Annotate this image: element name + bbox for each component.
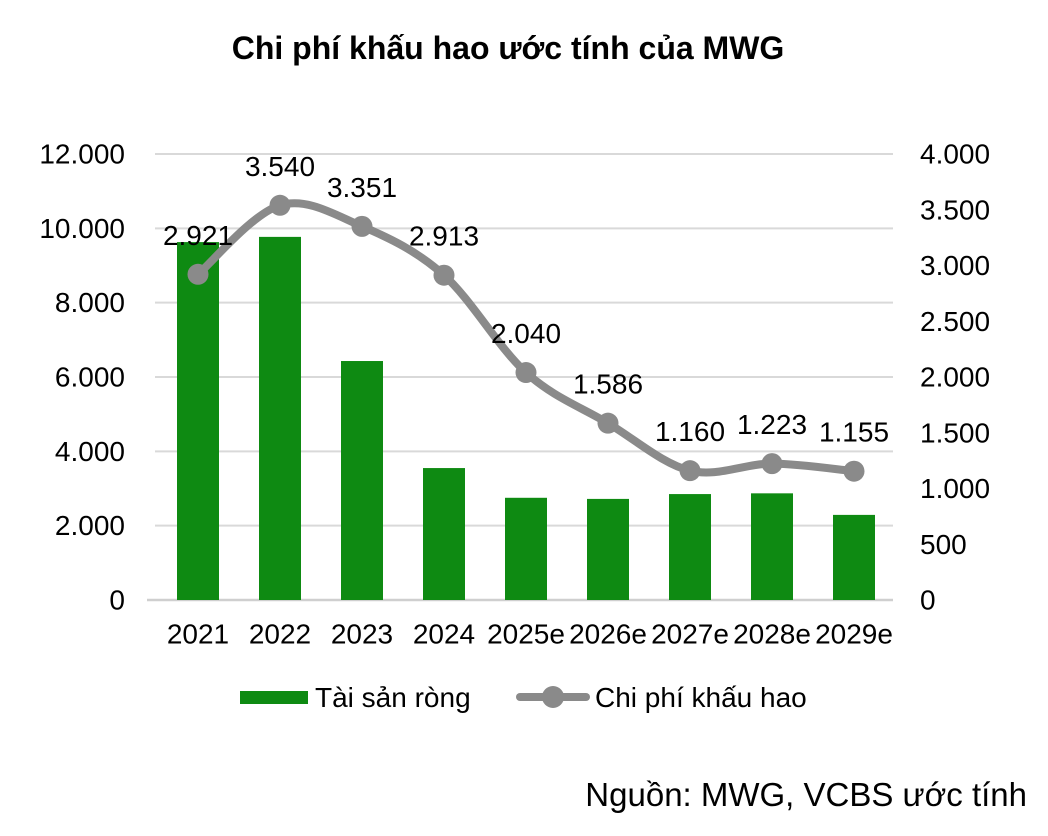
right-axis-tick-label: 2.000 xyxy=(920,362,990,393)
right-axis-tick-label: 1.500 xyxy=(920,417,990,448)
legend-line-marker-icon xyxy=(542,686,564,708)
bar-2021 xyxy=(177,242,219,600)
line-point-2023 xyxy=(351,215,373,237)
line-point-2022 xyxy=(269,194,291,216)
x-axis-label: 2025e xyxy=(487,619,565,650)
right-axis-tick-label: 3.500 xyxy=(920,194,990,225)
data-labels-group: 2.921 3.540 3.351 2.913 2.040 1.586 1.160 1.223… xyxy=(163,151,889,448)
right-axis-tick-label: 2.500 xyxy=(920,306,990,337)
data-label-2023: 3.351 xyxy=(327,172,397,203)
data-label-2025e: 2.040 xyxy=(491,318,561,349)
legend-label-net-assets: Tài sản ròng xyxy=(315,682,471,713)
bar-2022 xyxy=(259,236,301,601)
line-point-2028e xyxy=(761,453,783,475)
bar-2024 xyxy=(423,468,465,600)
line-point-2021 xyxy=(187,263,209,285)
legend-label-depreciation: Chi phí khấu hao xyxy=(595,682,807,713)
bar-2029e xyxy=(833,514,875,600)
data-label-2024: 2.913 xyxy=(409,221,479,252)
data-label-2029e: 1.155 xyxy=(819,417,889,448)
line-group xyxy=(187,194,865,482)
bar-2025e xyxy=(505,497,547,600)
right-axis-tick-label: 0 xyxy=(920,585,936,616)
left-axis-tick-label: 10.000 xyxy=(39,213,125,244)
line-point-2026e xyxy=(597,412,619,434)
right-axis-tick-label: 1.000 xyxy=(920,473,990,504)
x-axis-label: 2028e xyxy=(733,619,811,650)
source-note: Nguồn: MWG, VCBS ước tính xyxy=(585,776,1027,813)
x-axis-label: 2021 xyxy=(167,619,229,650)
data-label-2022: 3.540 xyxy=(245,151,315,182)
line-point-2024 xyxy=(433,264,455,286)
data-label-2021: 2.921 xyxy=(163,220,233,251)
x-axis-label: 2029e xyxy=(815,619,893,650)
data-label-2027e: 1.160 xyxy=(655,416,725,447)
bar-2027e xyxy=(669,494,711,600)
legend-bar-swatch xyxy=(240,691,308,704)
bars-group xyxy=(177,236,875,601)
axis-labels-group: 0 2.000 4.000 6.000 8.000 10.000 12.000 0 500 1.0… xyxy=(39,139,990,650)
left-axis-tick-label: 2.000 xyxy=(55,510,125,541)
right-axis-tick-label: 4.000 xyxy=(920,139,990,170)
left-axis-tick-label: 4.000 xyxy=(55,436,125,467)
line-point-2029e xyxy=(843,460,865,482)
data-label-2026e: 1.586 xyxy=(573,369,643,400)
bar-2026e xyxy=(587,498,629,600)
left-axis-tick-label: 0 xyxy=(109,585,125,616)
chart-title: Chi phí khấu hao ước tính của MWG xyxy=(231,30,785,66)
left-axis-tick-label: 12.000 xyxy=(39,139,125,170)
left-axis-tick-label: 6.000 xyxy=(55,362,125,393)
x-axis-label: 2026e xyxy=(569,619,647,650)
x-axis-label: 2023 xyxy=(331,619,393,650)
right-axis-tick-label: 500 xyxy=(920,529,967,560)
left-axis-tick-label: 8.000 xyxy=(55,287,125,318)
x-axis-label: 2027e xyxy=(651,619,729,650)
data-label-2028e: 1.223 xyxy=(737,409,807,440)
x-axis-label: 2024 xyxy=(413,619,475,650)
x-axis-label: 2022 xyxy=(249,619,311,650)
right-axis-tick-label: 3.000 xyxy=(920,250,990,281)
line-point-2027e xyxy=(679,460,701,482)
bar-2023 xyxy=(341,361,383,600)
line-point-2025e xyxy=(515,362,537,384)
bar-2028e xyxy=(751,493,793,600)
